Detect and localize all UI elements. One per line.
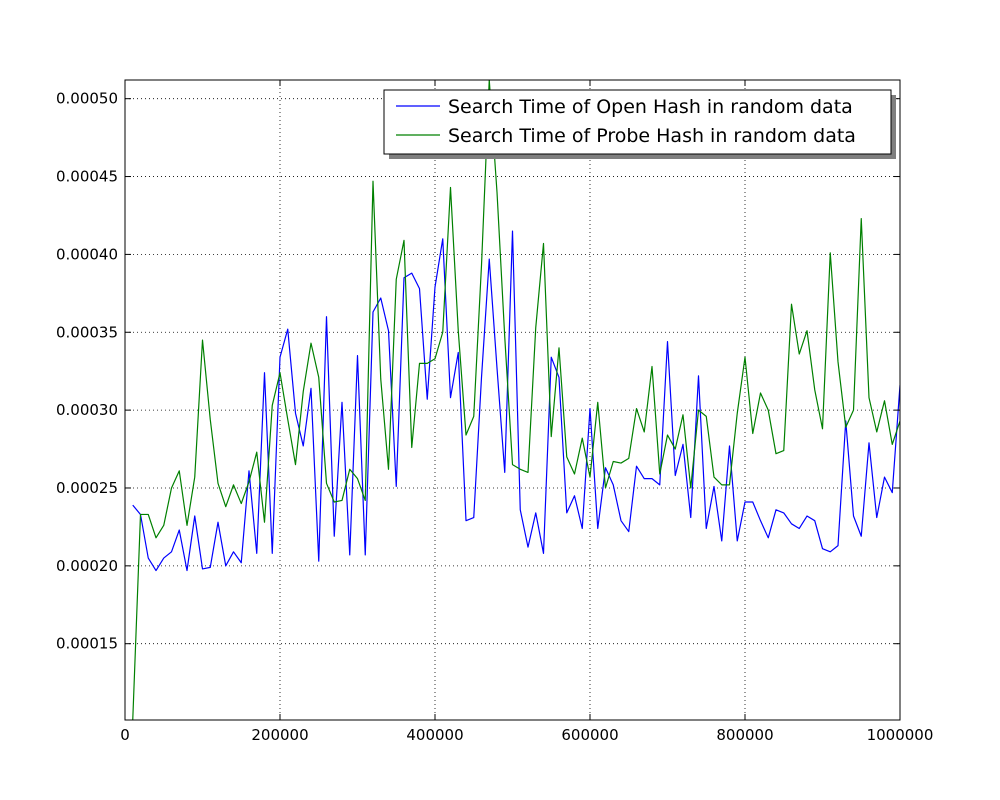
legend-box: [383, 89, 892, 155]
x-tick-label: 200000: [251, 726, 308, 744]
x-tick-label: 600000: [561, 726, 618, 744]
y-tick-label: 0.00035: [56, 323, 118, 341]
y-tick-label: 0.00050: [56, 90, 118, 108]
y-tick-label: 0.00025: [56, 479, 118, 497]
y-tick-label: 0.00020: [56, 557, 118, 575]
y-tick-label: 0.00015: [56, 635, 118, 653]
y-tick-label: 0.00040: [56, 245, 118, 263]
series-layer: [132, 80, 900, 720]
grid-lines: [125, 80, 900, 720]
plot-area: [125, 80, 900, 720]
y-tick-label: 0.00030: [56, 401, 118, 419]
series-line-open-hash: [132, 230, 900, 572]
x-tick-label: 1000000: [867, 726, 934, 744]
legend-label-probe-hash: Search Time of Probe Hash in random data: [448, 125, 856, 147]
legend: Search Time of Open Hash in random data …: [383, 89, 896, 159]
y-tick-label: 0.00045: [56, 168, 118, 186]
x-tick-label: 0: [120, 726, 130, 744]
axis-ticks: 0 200000 400000 600000 800000 1000000 0.00015 0…: [56, 80, 933, 744]
x-tick-label: 400000: [406, 726, 463, 744]
plot-frame: [124, 79, 901, 721]
legend-label-open-hash: Search Time of Open Hash in random data: [448, 96, 853, 118]
series-line-probe-hash: [132, 80, 900, 720]
x-tick-label: 800000: [716, 726, 773, 744]
